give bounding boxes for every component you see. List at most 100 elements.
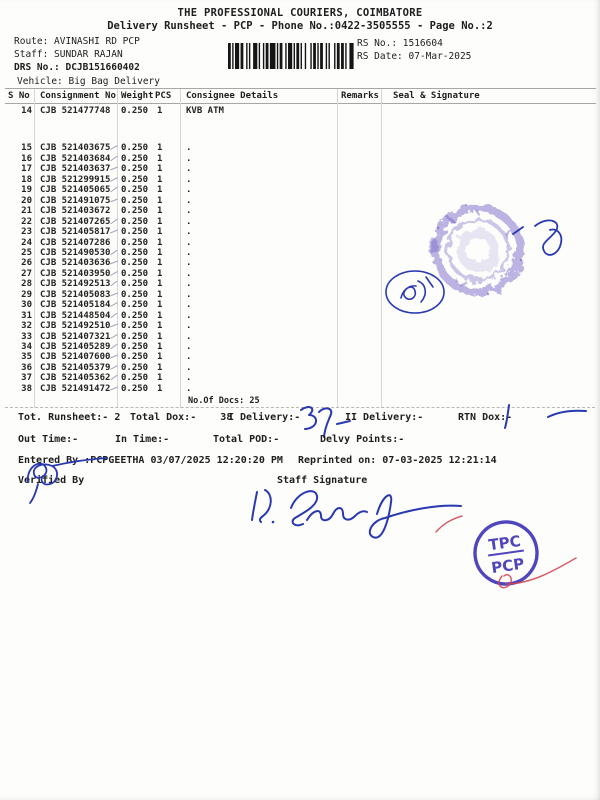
barcode-icon xyxy=(228,43,354,69)
pen-tick-mark xyxy=(110,354,118,360)
row-consignee: . xyxy=(186,258,192,269)
entered-by: Entered By :PCPGEETHA 03/07/2025 12:20:2… xyxy=(18,455,283,466)
in-time: In Time:- xyxy=(115,434,170,445)
pen-tick-mark xyxy=(110,343,118,350)
pen-tick-mark xyxy=(110,302,118,308)
row-consignment-no: CJB 521492510 xyxy=(40,321,111,332)
out-time: Out Time:- xyxy=(18,434,79,445)
table-row: 31 CJB 521448504 0.250 1. xyxy=(0,311,600,322)
table-top-border xyxy=(5,88,596,89)
row-weight: 0.250 xyxy=(121,237,149,248)
circled-signature xyxy=(385,270,445,314)
stamp-text-bottom: PCP xyxy=(490,555,525,577)
table-row: 37 CJB 521405362 0.250 1. xyxy=(0,373,600,384)
row-consignee: . xyxy=(186,153,192,164)
col-consignee: Consignee Details xyxy=(186,91,279,101)
row-consignment-no: CJB 521403950 xyxy=(40,268,111,279)
row-consignment-no: CJB 521448504 xyxy=(40,310,111,321)
column-divider xyxy=(381,89,382,408)
row-consignment-no: CJB 521491075 xyxy=(40,195,111,206)
col-pcs: PCS xyxy=(155,91,172,101)
row-sno: 19 xyxy=(21,185,32,196)
table-row: 25 CJB 521490530 0.250 1. xyxy=(0,248,600,259)
row-weight: 0.250 xyxy=(121,321,149,332)
row-consignee: . xyxy=(186,383,192,394)
row-consignment-no: CJB 521403637 xyxy=(40,164,111,175)
row-weight: 0.250 xyxy=(121,342,149,352)
row-sno: 24 xyxy=(21,237,32,248)
table-row: 35 CJB 521407600 0.250 1. xyxy=(0,352,600,363)
row-consignment-no: CJB 521403675 xyxy=(40,143,111,154)
row-weight: 0.250 xyxy=(121,195,149,206)
row-weight: 0.250 xyxy=(121,289,149,300)
row-sno: 26 xyxy=(21,258,32,269)
row-consignee: KVB ATM xyxy=(186,106,224,116)
row-consignment-no: CJB 521403684 xyxy=(40,153,111,164)
row-pcs: 1 xyxy=(157,373,163,384)
row-consignment-no: CJB 521405379 xyxy=(40,362,111,373)
reprinted-on: Reprinted on: 07-03-2025 12:21:14 xyxy=(298,455,497,466)
pen-tick-mark xyxy=(110,333,118,339)
row-pcs: 1 xyxy=(157,383,163,394)
row-sno: 38 xyxy=(21,383,32,394)
row-consignee: . xyxy=(186,247,192,258)
row-consignee: . xyxy=(186,237,192,248)
table-row: 33 CJB 521407321 0.250 1. xyxy=(0,332,600,343)
row-sno: 32 xyxy=(21,321,32,332)
row-pcs: 1 xyxy=(157,279,163,290)
row-sno: 31 xyxy=(21,310,32,321)
rtn-dox: RTN Dox:- xyxy=(458,412,513,423)
row-sno: 17 xyxy=(21,164,32,175)
table-row: 26 CJB 521403636 0.250 1. xyxy=(0,258,600,269)
row-weight: 0.250 xyxy=(121,164,149,175)
row-weight: 0.250 xyxy=(121,143,149,154)
table-row: 23 CJB 521405817 0.250 1. xyxy=(0,227,600,238)
col-seal: Seal & Signature xyxy=(393,91,480,101)
table-row: 27 CJB 521403950 0.250 1. xyxy=(0,269,600,280)
row-pcs: 1 xyxy=(157,164,163,175)
handwritten-i-delivery-value xyxy=(300,406,351,438)
row-sno: 22 xyxy=(21,216,32,227)
row-sno: 16 xyxy=(21,153,32,164)
row-consignee: . xyxy=(186,185,192,196)
total-pod: Total POD:- xyxy=(213,434,280,445)
row-consignment-no: CJB 521492513 xyxy=(40,279,111,290)
table-row: 36 CJB 521405379 0.250 1. xyxy=(0,363,600,374)
smudged-round-stamp xyxy=(429,203,524,296)
row-consignee: . xyxy=(186,216,192,227)
row-weight: 0.250 xyxy=(121,383,149,394)
row-consignee: . xyxy=(186,195,192,206)
row-sno: 23 xyxy=(21,227,32,238)
row-pcs: 1 xyxy=(157,106,163,116)
row-pcs: 1 xyxy=(157,195,163,206)
tot-runsheet: Tot. Runsheet:- 2 xyxy=(18,412,121,423)
row-consignment-no: CJB 521403636 xyxy=(40,258,111,269)
row-pcs: 1 xyxy=(157,237,163,248)
table-row: 18 CJB 521299915 0.250 1. xyxy=(0,175,600,186)
row-weight: 0.250 xyxy=(121,185,149,196)
table-row: 22 CJB 521407265 0.250 1. xyxy=(0,217,600,228)
pen-scribble-signature xyxy=(512,219,563,256)
row-pcs: 1 xyxy=(157,247,163,258)
pen-tick-mark xyxy=(110,323,118,328)
row-weight: 0.250 xyxy=(121,247,149,258)
row-weight: 0.250 xyxy=(121,373,149,384)
row-sno: 30 xyxy=(21,300,32,311)
row-consignment-no: CJB 521405289 xyxy=(40,342,111,352)
row-consignee: . xyxy=(186,321,192,332)
row-pcs: 1 xyxy=(157,268,163,279)
row-consignee: . xyxy=(186,143,192,154)
row-pcs: 1 xyxy=(157,352,163,363)
no-of-docs: No.Of Docs: 25 xyxy=(188,396,260,406)
table-header-border xyxy=(5,103,596,104)
pen-tick-mark xyxy=(110,166,118,172)
pen-tick-mark xyxy=(110,198,118,203)
row-sno: 35 xyxy=(21,352,32,363)
pen-tick-mark xyxy=(110,155,118,162)
row-sno: 27 xyxy=(21,268,32,279)
row-consignment-no: CJB 521405065 xyxy=(40,185,111,196)
i-delivery: I Delivery:- xyxy=(228,412,301,423)
pen-tick-mark xyxy=(110,375,118,381)
row-pcs: 1 xyxy=(157,362,163,373)
row-consignee: . xyxy=(186,362,192,373)
